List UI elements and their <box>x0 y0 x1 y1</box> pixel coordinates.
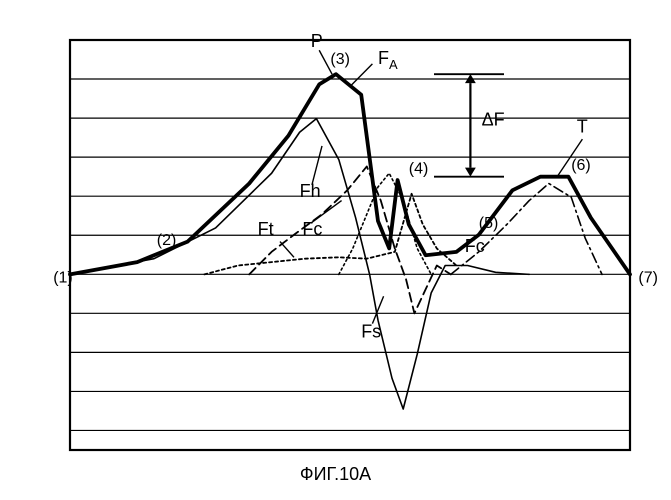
series-label: Ft <box>258 219 274 239</box>
point-label: (7) <box>638 270 658 287</box>
series-label: T <box>577 116 588 136</box>
point-label: (4) <box>409 160 429 177</box>
figure-caption: ФИГ.10A <box>0 464 671 485</box>
force-plot: (1)(2)(3)(4)(5)(6)(7)PFhFtFcFsFcTΔFFA <box>0 0 671 460</box>
series-label: Fc <box>302 219 322 239</box>
point-label: (3) <box>330 51 350 68</box>
point-label: (5) <box>479 215 499 232</box>
series-label: Fh <box>300 181 321 201</box>
point-label: (2) <box>157 232 177 249</box>
point-label: (6) <box>571 157 591 174</box>
series-label: P <box>311 31 323 51</box>
series-label: Fc <box>465 236 485 256</box>
point-label: (1) <box>53 270 73 287</box>
series-label: Fs <box>361 321 381 341</box>
series-label: ΔF <box>482 109 505 129</box>
